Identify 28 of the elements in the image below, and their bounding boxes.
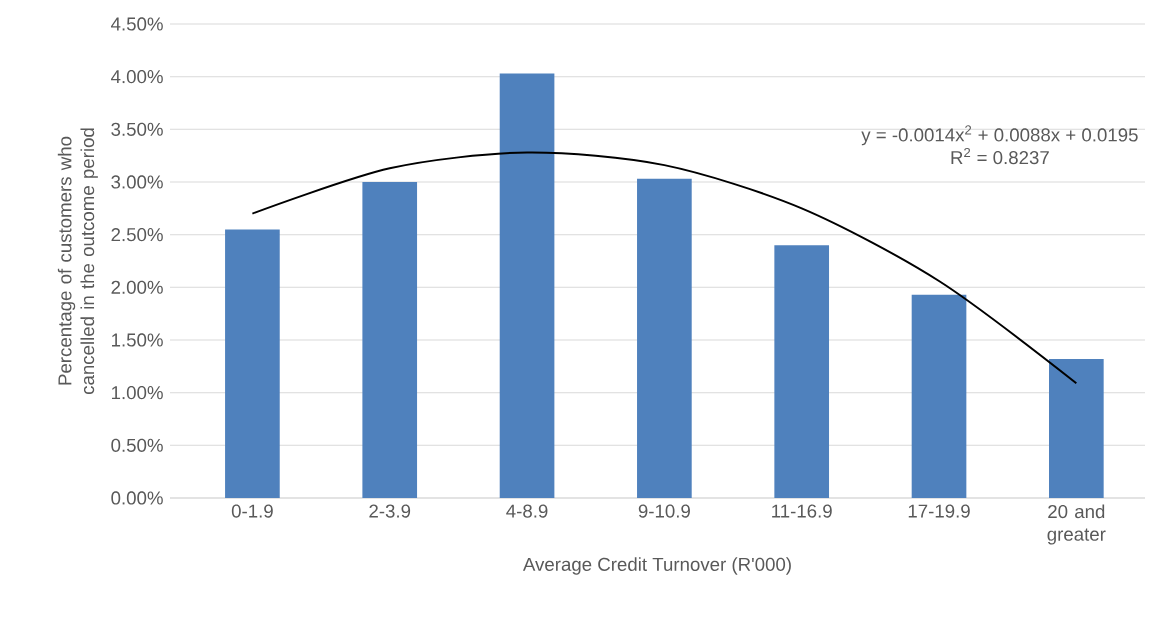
annotation: y = -0.0014x$^{2}$ + 0.0088x + 0.0195	[861, 125, 1138, 146]
x-tick-label: 11-16.9	[772, 504, 832, 518]
y-axis-title: Percentage of customers who cancelled in the outcome period	[57, 128, 98, 395]
bar	[774, 245, 830, 498]
y-tick-label: 4.00%	[111, 70, 163, 84]
x-tick-label: 17-19.9	[908, 504, 970, 518]
y-tick-label: 3.50%	[111, 122, 163, 136]
bar	[362, 181, 418, 498]
y-tick-label: 1.00%	[112, 386, 163, 400]
y-tick-label: 0.00%	[111, 491, 163, 505]
bar	[499, 73, 555, 498]
y-tick-label: 2.50%	[111, 228, 163, 242]
x-tick-label: 20 and greater	[1047, 504, 1106, 545]
bar	[225, 229, 280, 498]
y-tick-label: 1.50%	[112, 333, 163, 347]
annotation: R$^{2}$ = 0.8237	[951, 147, 1049, 165]
x-tick-label: 9-10.9	[638, 504, 690, 518]
x-axis-title: Average Credit Turnover (R'000)	[522, 557, 791, 575]
bar	[1049, 358, 1104, 498]
y-tick-label: 3.00%	[111, 175, 163, 189]
y-tick-label: 2.00%	[111, 280, 163, 294]
x-tick-label: 4-8.9	[506, 504, 548, 518]
y-tick-label: 0.50%	[111, 438, 163, 452]
bar	[911, 294, 967, 498]
x-tick-label: 2-3.9	[369, 504, 411, 518]
x-tick-label: 0-1.9	[231, 504, 273, 518]
y-tick-label: 4.50%	[111, 17, 163, 31]
bar	[637, 178, 692, 498]
